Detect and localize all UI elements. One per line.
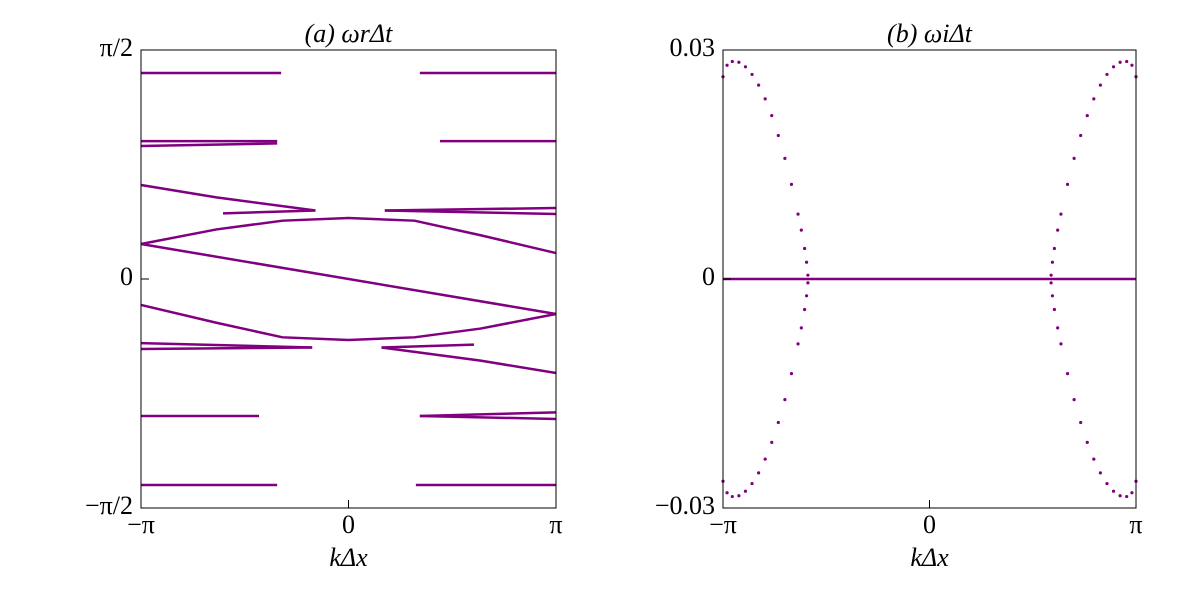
y-tick-label: 0	[120, 262, 133, 291]
point	[789, 182, 794, 186]
point	[763, 97, 767, 101]
point	[1092, 457, 1096, 461]
curve	[140, 303, 557, 342]
x-tick-label: π	[549, 510, 562, 539]
point	[804, 260, 809, 264]
point	[743, 489, 748, 493]
curve	[140, 142, 278, 148]
x-axis-label: kΔx	[910, 543, 949, 572]
point	[1130, 63, 1134, 67]
point	[1049, 281, 1053, 285]
point	[743, 65, 748, 69]
point	[776, 133, 780, 138]
point	[1125, 59, 1129, 64]
point	[737, 494, 741, 498]
point	[1052, 246, 1056, 251]
curve	[222, 209, 316, 215]
y-tick-label: 0.03	[670, 33, 716, 62]
point	[756, 471, 761, 475]
point	[783, 156, 787, 160]
point	[770, 114, 774, 118]
point	[1056, 228, 1060, 232]
point	[789, 372, 794, 376]
chart-title: (a) ωrΔt	[305, 19, 394, 48]
point	[725, 491, 729, 495]
point	[1059, 342, 1063, 346]
point	[1125, 494, 1129, 499]
point	[1085, 440, 1089, 444]
curve	[140, 242, 557, 316]
point	[730, 494, 734, 499]
point	[1056, 326, 1060, 330]
point	[756, 83, 761, 87]
curve	[140, 346, 313, 351]
point	[1072, 398, 1076, 402]
point	[1098, 83, 1103, 87]
x-tick-label: −π	[709, 510, 737, 539]
point	[803, 307, 807, 312]
curve	[140, 216, 557, 255]
point	[750, 72, 754, 77]
curve	[381, 343, 475, 349]
point	[1130, 491, 1134, 495]
y-tick-label: −π/2	[85, 491, 133, 520]
point	[803, 246, 807, 251]
y-tick-label: 0	[702, 262, 715, 291]
point	[1118, 60, 1122, 64]
curve	[384, 209, 557, 216]
x-tick-label: π	[1129, 510, 1142, 539]
point	[1105, 481, 1109, 486]
point	[1098, 471, 1103, 475]
point	[737, 60, 741, 64]
point	[806, 281, 810, 285]
x-tick-label: 0	[923, 510, 936, 539]
point	[1059, 212, 1063, 216]
curve	[419, 414, 557, 421]
point	[1072, 156, 1076, 160]
point	[1049, 273, 1053, 277]
point	[796, 212, 800, 216]
point	[1079, 133, 1083, 138]
point	[1111, 489, 1116, 493]
point	[770, 440, 774, 444]
point	[1052, 307, 1056, 312]
chart-title: (b) ωiΔt	[887, 19, 973, 48]
point	[1050, 260, 1055, 264]
curve	[140, 183, 316, 212]
point	[1065, 182, 1070, 186]
point	[796, 342, 800, 346]
point	[1065, 372, 1070, 376]
point	[725, 63, 729, 67]
point	[1050, 294, 1055, 298]
point	[1111, 65, 1116, 69]
point	[730, 59, 734, 64]
point	[776, 420, 780, 425]
point	[799, 326, 803, 330]
point	[799, 228, 803, 232]
point	[750, 481, 754, 486]
y-tick-label: −0.03	[655, 491, 715, 520]
x-axis-label: kΔx	[329, 543, 368, 572]
y-tick-label: π/2	[100, 33, 133, 62]
point	[1092, 97, 1096, 101]
point	[806, 273, 810, 277]
point	[1085, 114, 1089, 118]
point	[783, 398, 787, 402]
point	[804, 294, 809, 298]
x-tick-label: −π	[127, 510, 155, 539]
point	[1118, 494, 1122, 498]
point	[763, 457, 767, 461]
x-tick-label: 0	[342, 510, 355, 539]
point	[1105, 72, 1109, 77]
point	[1079, 420, 1083, 425]
curve	[381, 346, 557, 375]
